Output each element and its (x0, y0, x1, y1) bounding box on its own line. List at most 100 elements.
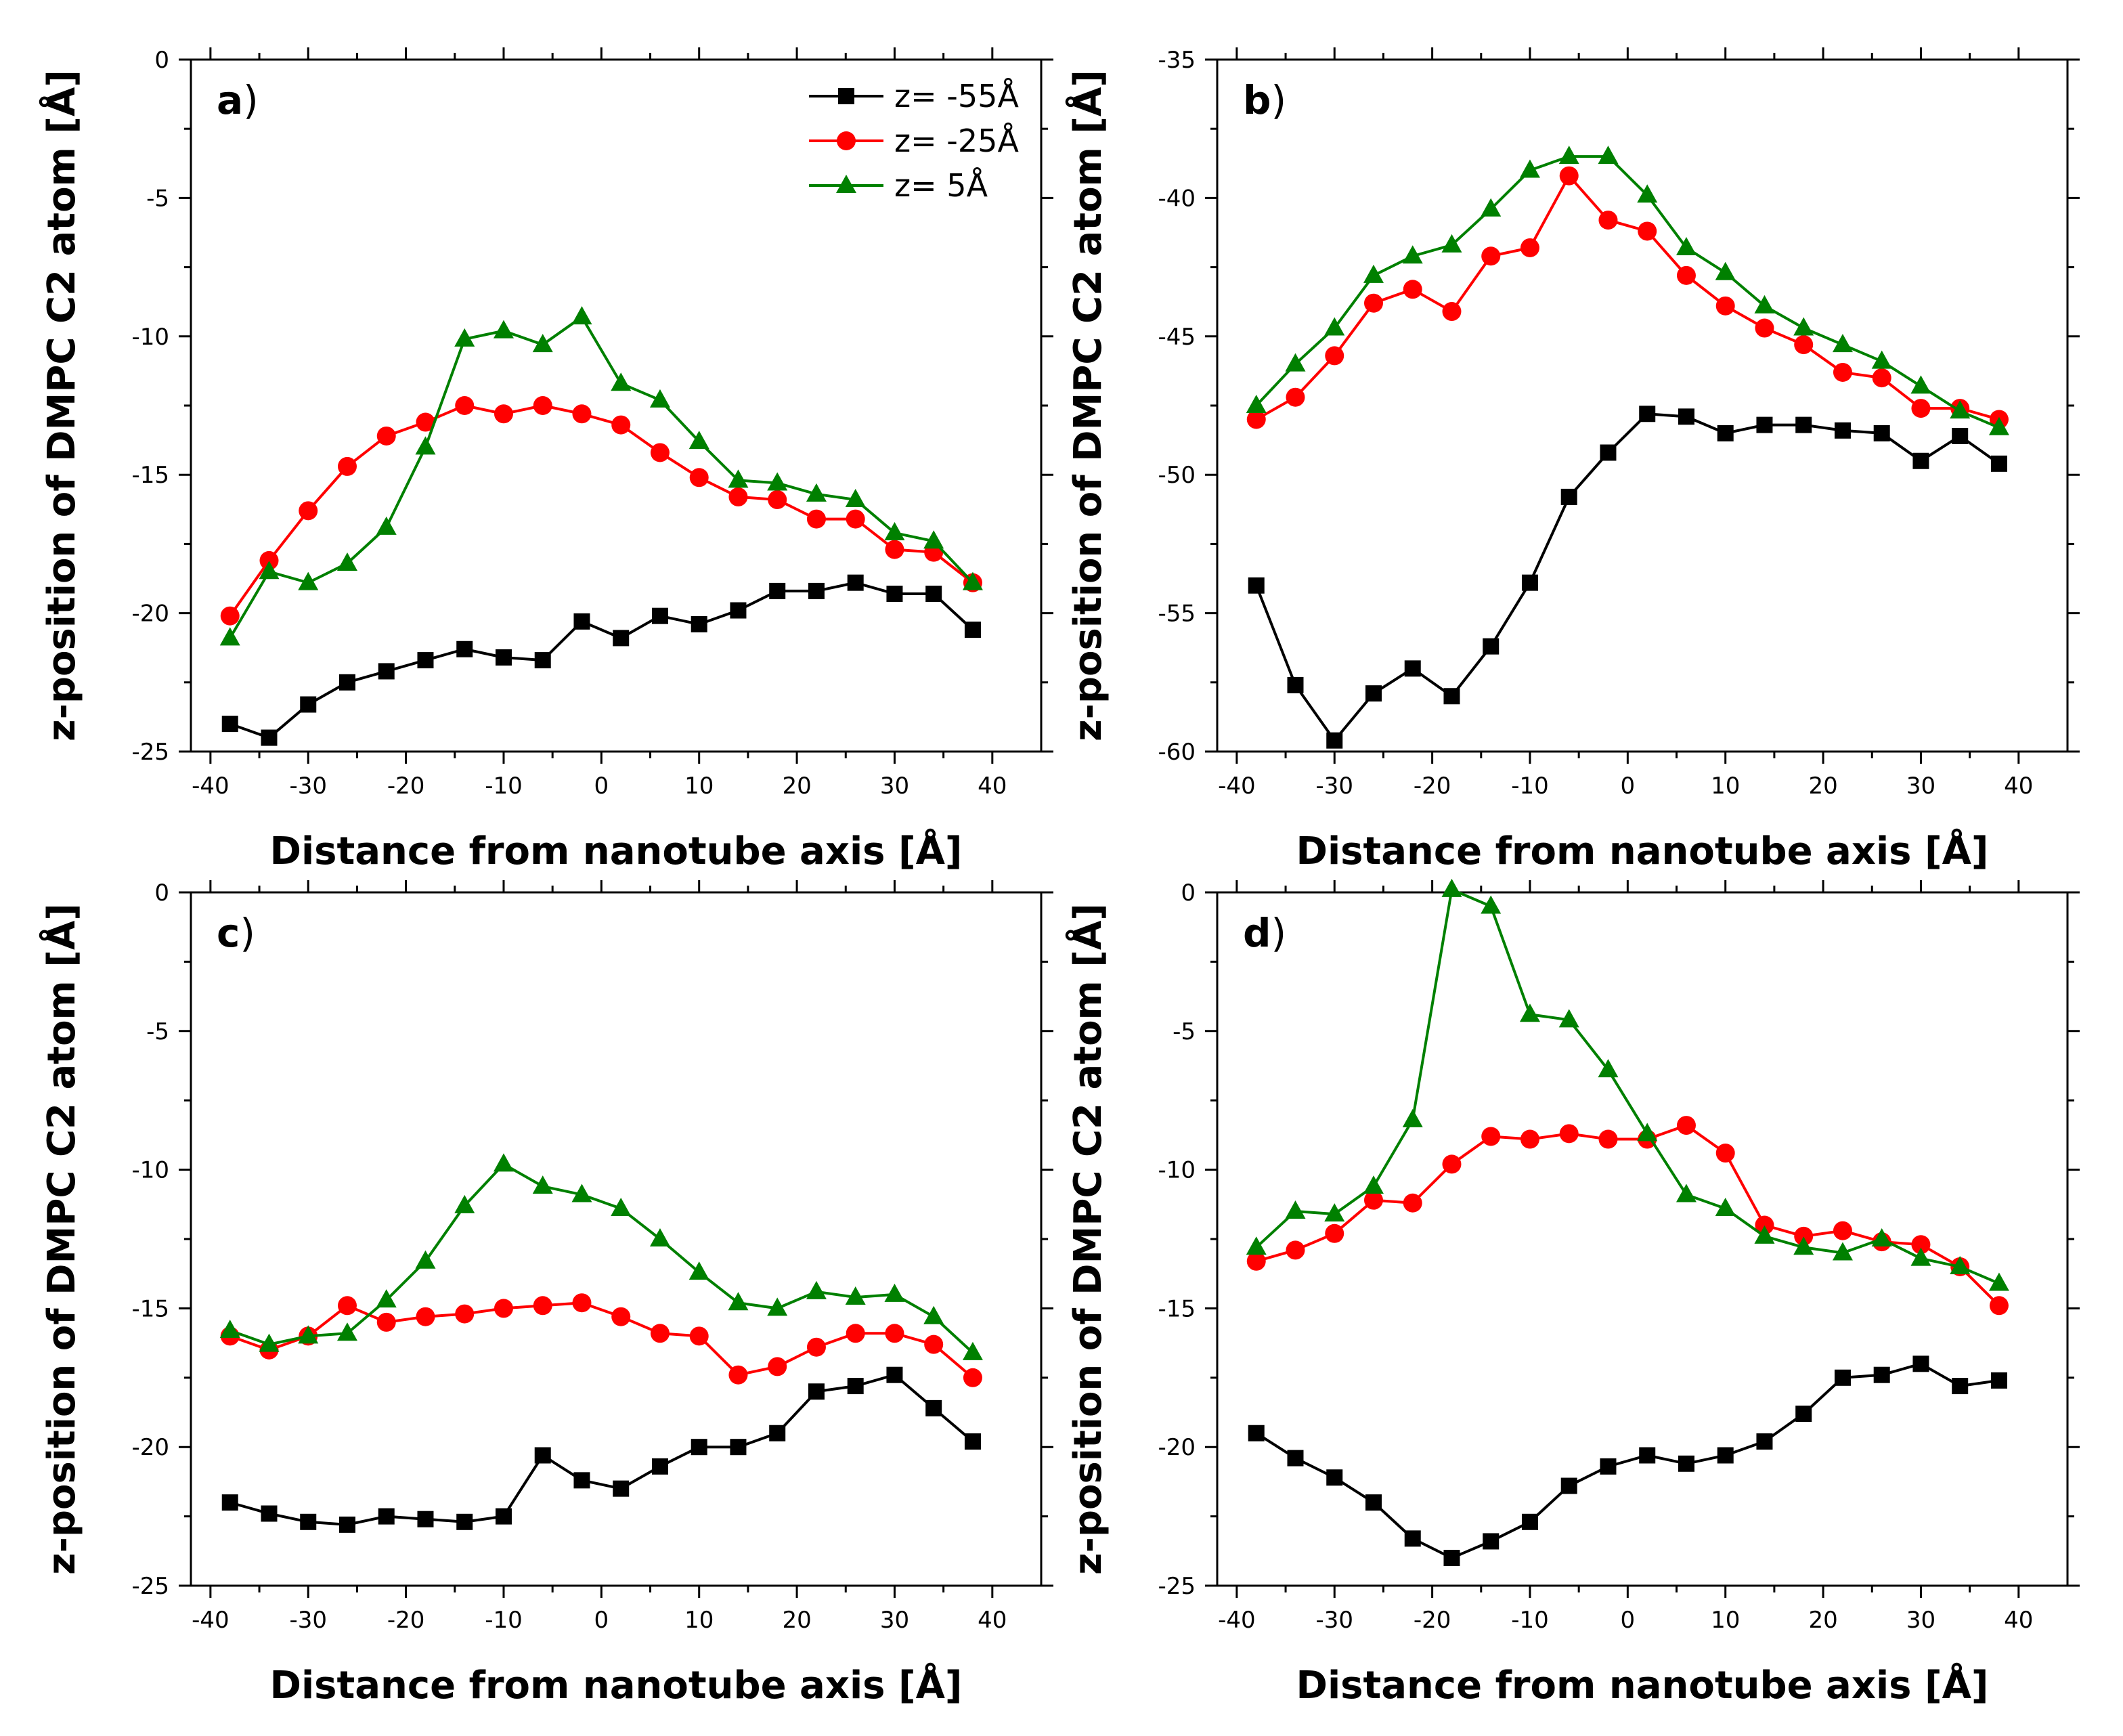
data-point (728, 1292, 749, 1311)
data-point (1990, 1372, 2007, 1389)
data-point (454, 1194, 475, 1213)
data-point (1520, 1129, 1539, 1149)
series-line (1255, 155, 2000, 429)
data-point (1325, 1223, 1344, 1243)
data-point (1912, 452, 1929, 469)
data-point (1521, 574, 1538, 591)
y-tick-label: -15 (131, 462, 169, 489)
series-line (1255, 888, 2000, 1285)
x-tick-label: -30 (1315, 1607, 1353, 1634)
x-tick-label: -20 (1414, 1607, 1451, 1634)
y-tick-label: -50 (1158, 462, 1196, 489)
data-point (1834, 1369, 1851, 1386)
y-axis-title: z-position of DMPC C2 atom [Å] (1066, 70, 1110, 741)
data-point (1911, 1235, 1931, 1255)
data-point (1402, 1108, 1423, 1127)
data-point (1324, 1203, 1345, 1222)
data-point (1286, 387, 1305, 407)
x-tick-label: -20 (1414, 773, 1451, 800)
data-point (337, 456, 357, 476)
x-tick-label: 10 (1711, 773, 1740, 800)
data-point (572, 1293, 592, 1313)
data-point (455, 396, 475, 415)
data-point (1559, 166, 1579, 186)
data-point (456, 1513, 473, 1530)
data-point (1365, 1494, 1382, 1511)
data-point (806, 1337, 826, 1357)
legend-label: z= 5Å (894, 167, 988, 204)
panel-label: b) (1243, 77, 1286, 123)
legend-label: z= -55Å (894, 78, 1019, 114)
data-point (767, 472, 788, 491)
data-point (1873, 425, 1890, 441)
data-point (299, 501, 318, 521)
data-point (534, 1447, 551, 1464)
data-point (336, 552, 357, 571)
data-point (456, 641, 473, 657)
data-point (1324, 317, 1345, 336)
data-point (571, 306, 592, 325)
data-point (1404, 660, 1421, 677)
data-point (728, 469, 749, 488)
data-point (691, 615, 707, 632)
data-point (689, 1326, 709, 1346)
y-tick-label: -25 (131, 739, 169, 766)
data-point (808, 582, 825, 599)
y-tick-label: -10 (131, 324, 169, 351)
data-point (1872, 368, 1891, 388)
data-point (650, 1324, 670, 1343)
plot-frame (1216, 58, 2069, 753)
data-point (572, 404, 592, 424)
data-point (495, 649, 512, 666)
data-point (611, 1197, 632, 1216)
data-point (1910, 375, 1931, 394)
data-point (1363, 1190, 1383, 1210)
data-point (1952, 1378, 1969, 1395)
data-point (1754, 295, 1775, 313)
data-point (221, 716, 238, 733)
data-point (1403, 1193, 1422, 1213)
plot-frame (1216, 891, 2069, 1587)
y-tick-label: -5 (146, 185, 169, 212)
data-point (688, 1261, 709, 1280)
x-tick-label: 10 (684, 773, 714, 800)
data-point (1558, 1009, 1579, 1028)
data-point (219, 1320, 240, 1339)
data-point (691, 1439, 707, 1456)
data-point (573, 1472, 590, 1489)
series-line (229, 316, 974, 639)
data-point (1794, 335, 1814, 355)
panel-a: -40 -30 -20 -10 0 10 20 30 40 -25 -20 -15 -10 -5 0 Dist… (39, 47, 1053, 873)
data-point (1793, 317, 1814, 336)
data-point (415, 436, 436, 455)
y-tick-label: -45 (1158, 324, 1196, 351)
y-tick-label: -35 (1158, 47, 1196, 74)
data-point (1365, 685, 1382, 702)
data-point (338, 1516, 355, 1533)
y-tick-label: 0 (1181, 880, 1196, 907)
data-point (1483, 638, 1500, 655)
data-point (1598, 1129, 1618, 1149)
data-point (847, 1378, 864, 1395)
y-axis-title: z-position of DMPC C2 atom [Å] (39, 903, 84, 1575)
data-point (1285, 353, 1306, 372)
data-point (847, 574, 864, 591)
x-tick-label: 40 (2004, 1607, 2033, 1634)
data-point (1950, 1255, 1971, 1274)
y-axis-title: z-position of DMPC C2 atom [Å] (39, 70, 84, 741)
data-point (1910, 1247, 1931, 1266)
data-point (1755, 318, 1774, 338)
x-tick-label: -40 (1218, 773, 1256, 800)
data-point (1754, 1225, 1775, 1244)
y-axis-title: z-position of DMPC C2 atom [Å] (1066, 903, 1110, 1575)
data-point (1559, 1124, 1579, 1144)
x-tick-label: -10 (485, 773, 523, 800)
data-point (769, 1425, 786, 1441)
data-point (1911, 399, 1931, 418)
data-point (259, 561, 280, 580)
y-tick-label: -20 (1158, 1434, 1196, 1461)
data-point (886, 585, 903, 602)
data-point (1481, 198, 1502, 217)
panel-c: -40 -30 -20 -10 0 10 20 30 40 -25 -20 -15 -10 -5 0 Dist… (39, 880, 1053, 1708)
